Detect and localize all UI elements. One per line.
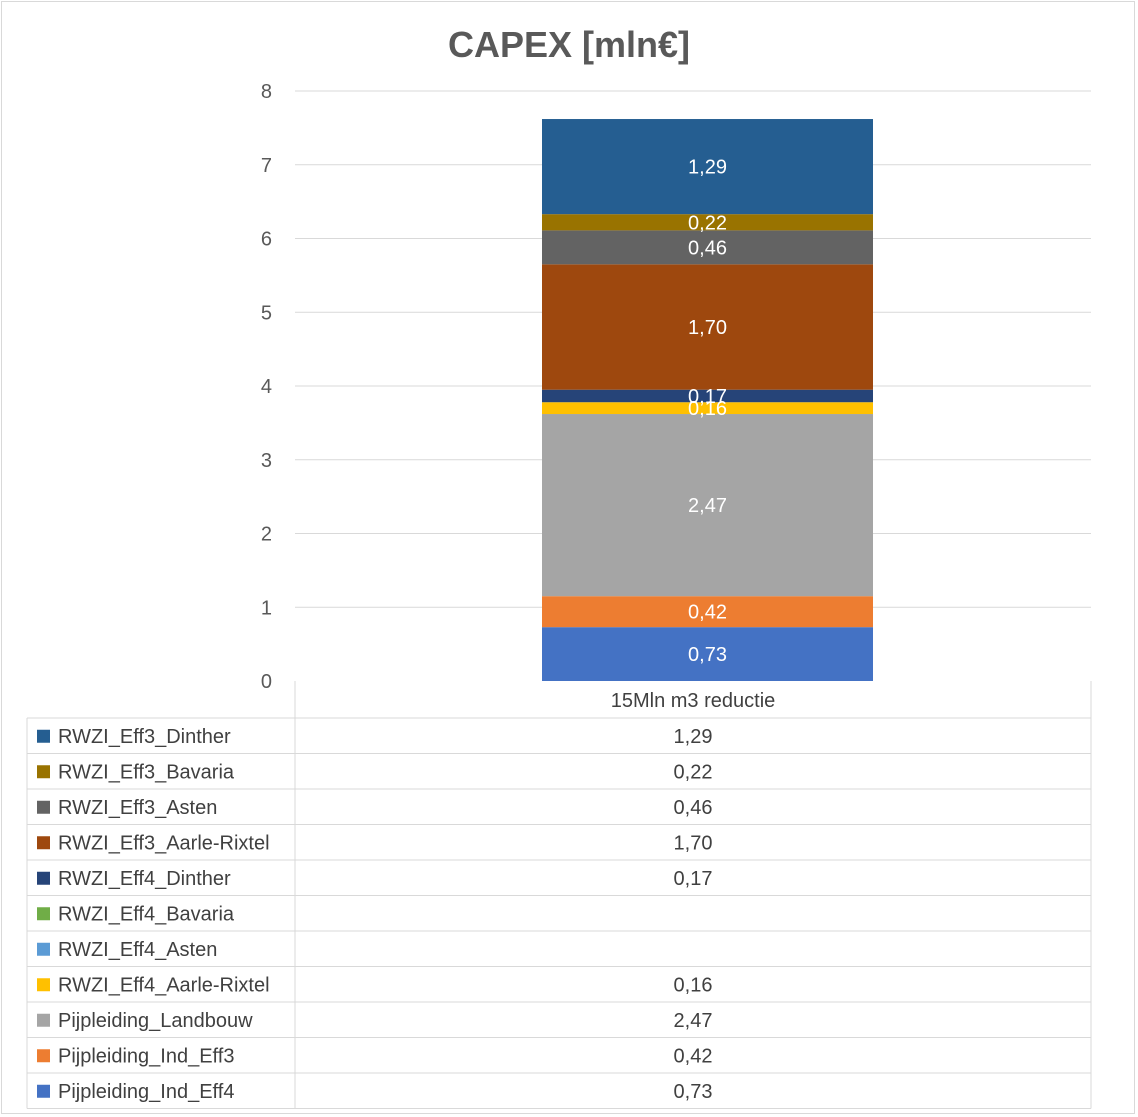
data-label: 0,42 (688, 602, 727, 624)
y-axis-ticks: 0 1 2 3 4 5 6 7 8 (261, 81, 272, 693)
bar-segment (542, 596, 873, 628)
bar-segment (542, 214, 873, 231)
legend-entry: RWZI_Eff3_Dinther (58, 726, 231, 748)
legend-entry: RWZI_Eff3_Asten (58, 797, 217, 819)
y-tick-label: 1 (261, 597, 272, 619)
bar-segment (542, 230, 873, 265)
table-value: 0,73 (674, 1081, 713, 1103)
data-label: 2,47 (688, 495, 727, 517)
legend-entry: RWZI_Eff4_Aarle-Rixtel (58, 974, 270, 996)
data-label: 0,16 (688, 398, 727, 420)
bar-segment (542, 264, 873, 390)
y-tick-label: 3 (261, 450, 272, 472)
data-label: 1,29 (688, 157, 727, 179)
y-tick-label: 5 (261, 302, 272, 324)
table-value: 0,46 (674, 797, 713, 819)
legend-entry: RWZI_Eff4_Dinther (58, 868, 231, 890)
legend-entry: RWZI_Eff3_Bavaria (58, 761, 235, 783)
chart-title: CAPEX [mln€] (448, 24, 690, 65)
table-value: 1,29 (674, 726, 713, 748)
legend-key (37, 907, 50, 921)
legend-entry: RWZI_Eff4_Asten (58, 939, 217, 961)
y-tick-label: 4 (261, 376, 272, 398)
table-value: 1,70 (674, 832, 713, 854)
bar-segment (542, 389, 873, 403)
legend-key (37, 871, 50, 885)
data-label: 0,17 (688, 386, 727, 408)
y-tick-label: 7 (261, 155, 272, 177)
y-tick-label: 0 (261, 671, 272, 693)
data-label: 0,73 (688, 644, 727, 666)
bar-segment (542, 119, 873, 215)
data-label: 1,70 (688, 317, 727, 339)
table-value: 0,16 (674, 974, 713, 996)
y-tick-label: 6 (261, 229, 272, 251)
legend-key (37, 836, 50, 850)
legend-key (37, 1049, 50, 1063)
y-tick-label: 2 (261, 524, 272, 546)
legend-entry: RWZI_Eff4_Bavaria (58, 903, 235, 925)
data-label: 0,22 (688, 212, 727, 234)
legend-key (37, 942, 50, 956)
category-label: 15Mln m3 reductie (611, 690, 776, 712)
y-tick-label: 8 (261, 81, 272, 103)
table-value: 0,22 (674, 761, 713, 783)
legend-key (37, 800, 50, 814)
legend-key (37, 729, 50, 743)
table-value: 0,17 (674, 868, 713, 890)
bar-segment (542, 414, 873, 597)
data-table: 15Mln m3 reductie RWZI_Eff3_Dinther 1,29 RW… (26, 681, 1092, 1109)
legend-entry: RWZI_Eff3_Aarle-Rixtel (58, 832, 270, 854)
data-label: 0,46 (688, 237, 727, 259)
legend-key (37, 1013, 50, 1027)
legend-key (37, 765, 50, 779)
legend-entry: Pijpleiding_Landbouw (58, 1010, 253, 1032)
legend-entry: Pijpleiding_Ind_Eff4 (58, 1081, 234, 1103)
bar-segment (542, 402, 873, 415)
table-value: 0,42 (674, 1045, 713, 1067)
stacked-bar (542, 119, 873, 681)
legend-key (37, 1084, 50, 1098)
bar-segment (542, 627, 873, 681)
legend-key (37, 978, 50, 992)
table-value: 2,47 (674, 1010, 713, 1032)
data-labels: 0,73 0,42 2,47 0,160,17 1,70 0,46 0,22 1,29 (688, 157, 727, 666)
legend-entry: Pijpleiding_Ind_Eff3 (58, 1045, 234, 1067)
